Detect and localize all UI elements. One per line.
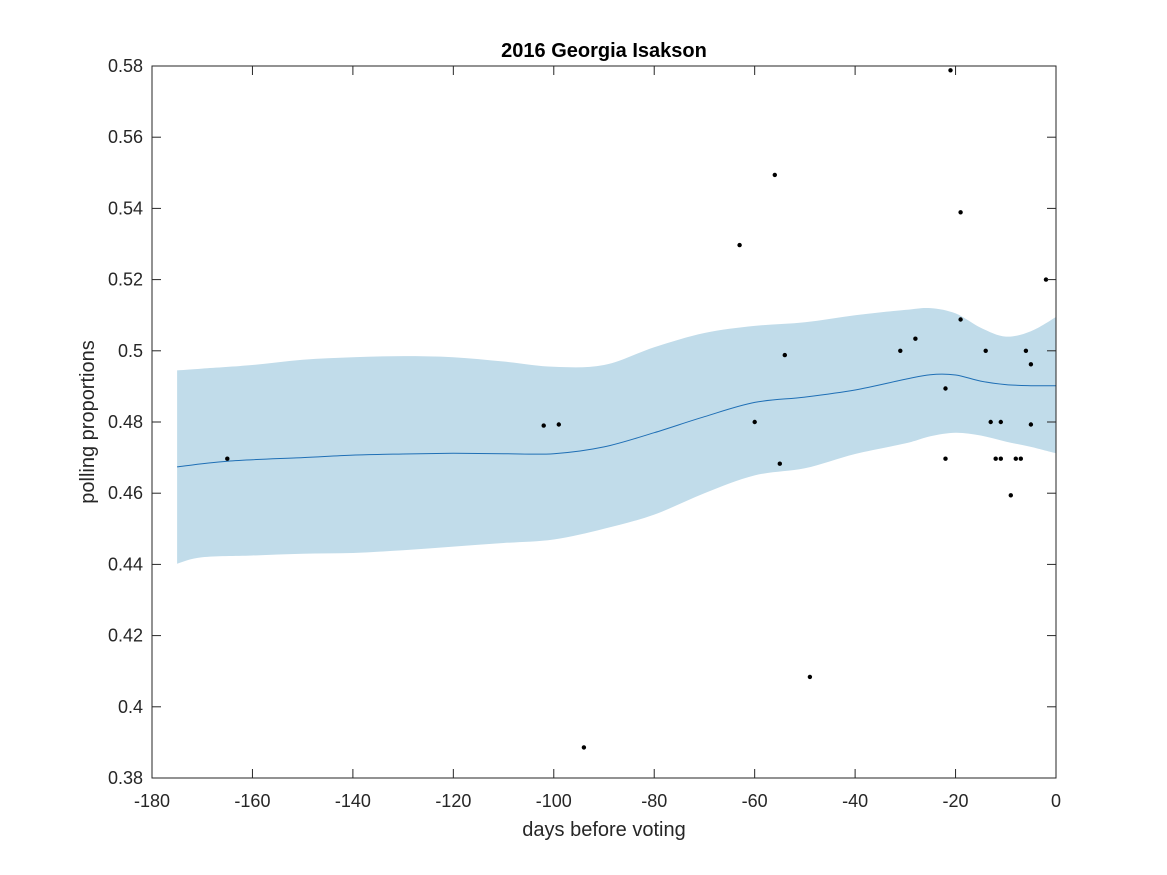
y-tick-label: 0.44 <box>108 554 143 574</box>
poll-point <box>1008 493 1013 498</box>
poll-point <box>943 386 948 391</box>
y-tick-label: 0.46 <box>108 483 143 503</box>
x-tick-label: -180 <box>134 791 170 811</box>
chart-title: 2016 Georgia Isakson <box>501 40 707 62</box>
x-tick-label: -40 <box>842 791 868 811</box>
x-tick-label: -140 <box>335 791 371 811</box>
poll-point <box>1023 348 1029 353</box>
poll-point <box>772 172 777 178</box>
poll-point <box>807 674 813 680</box>
y-tick-label: 0.56 <box>108 127 143 147</box>
poll-point <box>1043 277 1049 282</box>
poll-point <box>958 210 963 215</box>
poll-point <box>958 317 963 322</box>
poll-point <box>1013 456 1018 461</box>
y-tick-label: 0.38 <box>108 768 143 788</box>
poll-point <box>1028 362 1034 367</box>
x-tick-label: 0 <box>1051 791 1061 811</box>
x-tick-label: -80 <box>641 791 667 811</box>
poll-point <box>737 242 742 248</box>
y-tick-label: 0.52 <box>108 270 143 290</box>
poll-point <box>988 419 993 425</box>
poll-point <box>752 419 757 425</box>
poll-point <box>556 422 561 427</box>
poll-point <box>1028 422 1034 427</box>
x-tick-label: -60 <box>742 791 768 811</box>
x-tick-label: -100 <box>536 791 572 811</box>
x-axis-label: days before voting <box>522 819 685 841</box>
y-tick-label: 0.58 <box>108 56 143 76</box>
y-tick-label: 0.4 <box>118 697 143 717</box>
poll-point <box>913 336 918 341</box>
poll-point <box>782 352 787 358</box>
x-tick-label: -20 <box>943 791 969 811</box>
poll-point <box>948 68 953 73</box>
poll-point <box>898 348 903 353</box>
poll-point <box>777 461 782 466</box>
y-tick-label: 0.54 <box>108 198 143 218</box>
poll-point <box>943 456 948 461</box>
poll-point <box>983 348 988 353</box>
poll-point <box>225 456 230 461</box>
confidence-band <box>177 307 1057 564</box>
x-tick-label: -120 <box>435 791 471 811</box>
poll-point <box>1018 456 1023 461</box>
y-tick-label: 0.48 <box>108 412 143 432</box>
poll-point <box>993 456 998 461</box>
y-tick-label: 0.42 <box>108 626 143 646</box>
poll-point <box>541 423 546 428</box>
poll-point <box>998 456 1003 461</box>
y-tick-label: 0.5 <box>118 341 143 361</box>
x-tick-label: -160 <box>234 791 270 811</box>
poll-point <box>998 419 1003 425</box>
poll-point <box>581 745 587 750</box>
y-axis-label: polling proportions <box>77 340 99 503</box>
mean-line <box>177 373 1057 468</box>
